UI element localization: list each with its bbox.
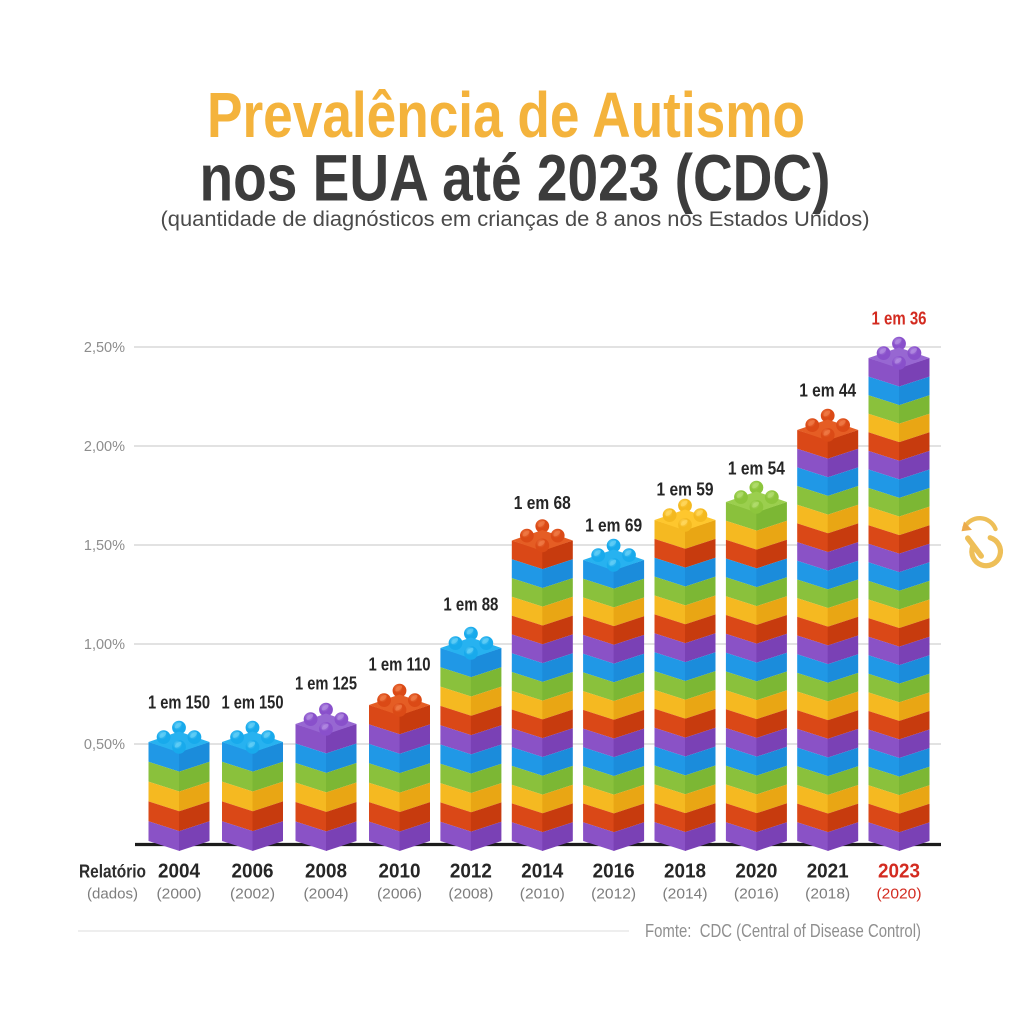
svg-text:Relatório: Relatório bbox=[79, 861, 146, 882]
svg-text:1 em 150: 1 em 150 bbox=[148, 692, 210, 713]
svg-text:(2020): (2020) bbox=[877, 886, 922, 903]
svg-text:(2012): (2012) bbox=[591, 886, 636, 903]
svg-text:(2014): (2014) bbox=[663, 886, 708, 903]
svg-text:2020: 2020 bbox=[735, 860, 777, 883]
svg-text:1,00%: 1,00% bbox=[84, 637, 125, 653]
svg-text:2016: 2016 bbox=[593, 860, 635, 883]
svg-text:2018: 2018 bbox=[664, 860, 706, 883]
svg-text:1 em 54: 1 em 54 bbox=[728, 458, 786, 479]
svg-text:0,50%: 0,50% bbox=[84, 737, 125, 753]
svg-text:(2016): (2016) bbox=[734, 886, 779, 903]
svg-text:2012: 2012 bbox=[450, 860, 492, 883]
svg-text:2014: 2014 bbox=[521, 860, 564, 883]
svg-text:1 em 110: 1 em 110 bbox=[369, 654, 431, 675]
svg-text:(2018): (2018) bbox=[805, 886, 850, 903]
svg-text:1 em 59: 1 em 59 bbox=[657, 479, 714, 500]
svg-text:2,50%: 2,50% bbox=[84, 340, 125, 356]
svg-text:1,50%: 1,50% bbox=[84, 538, 125, 554]
svg-text:(2006): (2006) bbox=[377, 886, 422, 903]
svg-text:(2004): (2004) bbox=[304, 886, 349, 903]
svg-text:2023: 2023 bbox=[878, 860, 920, 883]
svg-text:1 em 88: 1 em 88 bbox=[443, 594, 498, 615]
svg-text:2021: 2021 bbox=[807, 860, 849, 883]
svg-text:1 em 150: 1 em 150 bbox=[222, 692, 284, 713]
svg-text:(2010): (2010) bbox=[520, 886, 565, 903]
svg-text:2006: 2006 bbox=[232, 860, 274, 883]
svg-text:2004: 2004 bbox=[158, 860, 201, 883]
svg-text:2,00%: 2,00% bbox=[84, 439, 125, 455]
svg-text:(2002): (2002) bbox=[230, 886, 275, 903]
svg-text:(2000): (2000) bbox=[157, 886, 202, 903]
svg-text:(2008): (2008) bbox=[448, 886, 493, 903]
svg-text:1 em 44: 1 em 44 bbox=[799, 380, 857, 401]
svg-text:Fomte: CDC (Central of Diseas: Fomte: CDC (Central of Disease Control) bbox=[645, 921, 921, 941]
svg-text:2008: 2008 bbox=[305, 860, 347, 883]
svg-text:nos EUA até 2023 (CDC): nos EUA até 2023 (CDC) bbox=[200, 142, 831, 215]
svg-text:(quantidade de diagnósticos em: (quantidade de diagnósticos em crianças … bbox=[161, 207, 870, 231]
svg-text:2010: 2010 bbox=[379, 860, 421, 883]
svg-text:Prevalência de Autismo: Prevalência de Autismo bbox=[207, 79, 805, 151]
svg-text:1 em 36: 1 em 36 bbox=[872, 308, 927, 329]
svg-text:(dados): (dados) bbox=[87, 886, 138, 903]
svg-text:1 em 125: 1 em 125 bbox=[295, 673, 357, 694]
svg-text:1 em 68: 1 em 68 bbox=[514, 492, 571, 513]
svg-text:1 em 69: 1 em 69 bbox=[585, 515, 642, 536]
